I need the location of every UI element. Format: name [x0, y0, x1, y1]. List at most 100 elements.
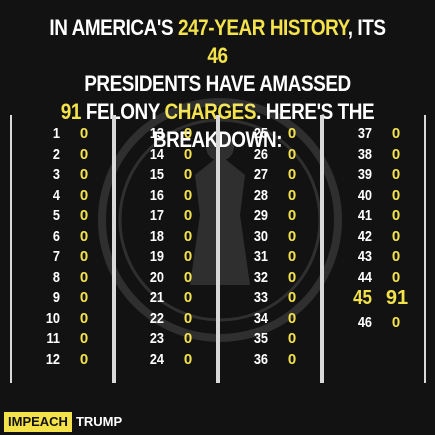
felony-charges-value: 0: [287, 330, 297, 347]
president-number: 18: [149, 227, 164, 245]
presidents-table: 1 0 2 0 3 0 4 0 5 0 6 0 7 0 8 0 9 0 10 0 11 0 12 0 13 0 14 0 15 0 16 0 1…: [10, 115, 426, 385]
president-number: 27: [253, 166, 268, 183]
table-row: 19 0: [116, 248, 216, 268]
felony-charges-value: 0: [287, 207, 297, 224]
president-number: 42: [357, 227, 372, 245]
table-row: 21 0: [116, 289, 216, 309]
table-row: 23 0: [116, 330, 216, 350]
president-number: 35: [253, 330, 268, 347]
president-number: 21: [149, 289, 164, 306]
president-number: 7: [52, 248, 60, 265]
president-number: 26: [253, 145, 268, 163]
felony-charges-value: 0: [79, 309, 89, 327]
president-number: 6: [52, 227, 60, 245]
headline-highlight: 46: [207, 43, 228, 68]
felony-charges-value: 0: [183, 227, 193, 245]
felony-charges-value: 0: [79, 207, 89, 224]
president-number: 22: [149, 309, 164, 327]
felony-charges-value: 0: [391, 268, 401, 286]
felony-charges-value: 0: [287, 125, 297, 142]
table-row: 10 0: [12, 310, 112, 330]
table-row: 31 0: [220, 248, 320, 268]
president-number: 40: [357, 186, 372, 204]
headline-highlight: 247-YEAR HISTORY: [177, 15, 348, 40]
felony-charges-value: 0: [183, 145, 193, 163]
column-2: 13 0 14 0 15 0 16 0 17 0 18 0 19 0 20 0 21 0 22 0 23 0 24 0: [114, 115, 218, 383]
felony-charges-value: 0: [287, 350, 297, 368]
table-row: 39 0: [324, 166, 424, 186]
president-number: 9: [52, 289, 60, 306]
brand-name: TRUMP: [75, 414, 123, 429]
felony-charges-value: 0: [391, 145, 401, 163]
table-row: 36 0: [220, 351, 320, 371]
felony-charges-value: 0: [79, 289, 89, 306]
column-3: 25 0 26 0 27 0 28 0 29 0 30 0 31 0 32 0 33 0 34 0 35 0 36 0: [218, 115, 322, 383]
felony-charges-value: 91: [385, 287, 409, 309]
president-number: 39: [357, 166, 372, 183]
president-number: 32: [253, 268, 268, 286]
president-number: 34: [253, 309, 268, 327]
felony-charges-value: 0: [287, 227, 297, 245]
table-row: 38 0: [324, 146, 424, 166]
table-row: 45 91: [324, 287, 424, 309]
felony-charges-value: 0: [79, 350, 89, 368]
president-number: 20: [149, 268, 164, 286]
headline-line-2: PRESIDENTS HAVE AMASSED: [39, 70, 396, 98]
president-number: 43: [357, 248, 372, 265]
felony-charges-value: 0: [183, 207, 193, 224]
headline-text: , ITS: [347, 15, 386, 40]
president-number: 3: [52, 166, 60, 183]
felony-charges-value: 0: [287, 166, 297, 183]
table-row: 22 0: [116, 310, 216, 330]
president-number: 31: [253, 248, 268, 265]
table-row: 35 0: [220, 330, 320, 350]
president-number: 4: [52, 186, 60, 204]
table-row: 37 0: [324, 125, 424, 145]
table-row: 33 0: [220, 289, 320, 309]
headline-text: PRESIDENTS HAVE AMASSED: [84, 71, 351, 96]
table-row: 44 0: [324, 269, 424, 289]
table-row: 43 0: [324, 248, 424, 268]
president-number: 44: [357, 268, 372, 286]
president-number: 14: [149, 145, 164, 163]
president-number: 23: [149, 330, 164, 347]
felony-charges-value: 0: [391, 227, 401, 245]
felony-charges-value: 0: [183, 330, 193, 347]
table-row: 42 0: [324, 228, 424, 248]
table-row: 30 0: [220, 228, 320, 248]
felony-charges-value: 0: [79, 166, 89, 183]
headline-highlight: CHARGES: [164, 99, 257, 124]
table-row: 29 0: [220, 207, 320, 227]
felony-charges-value: 0: [391, 166, 401, 183]
table-row: 14 0: [116, 146, 216, 166]
felony-charges-value: 0: [287, 289, 297, 306]
table-row: 40 0: [324, 187, 424, 207]
table-row: 11 0: [12, 330, 112, 350]
column-4: 37 0 38 0 39 0 40 0 41 0 42 0 43 0 44 0 45 91 46 0: [322, 115, 426, 383]
felony-charges-value: 0: [79, 145, 89, 163]
headline: IN AMERICA'S 247-YEAR HISTORY, ITS 46 PR…: [39, 14, 396, 154]
president-number: 8: [52, 268, 60, 286]
president-number: 46: [357, 313, 372, 331]
brand-logo: IMPEACH TRUMP: [4, 412, 122, 432]
president-number: 17: [149, 207, 164, 224]
table-row: 20 0: [116, 269, 216, 289]
president-number: 15: [149, 166, 164, 183]
table-row: 17 0: [116, 207, 216, 227]
table-row: 12 0: [12, 351, 112, 371]
president-number: 30: [253, 227, 268, 245]
table-row: 13 0: [116, 125, 216, 145]
president-number: 12: [45, 350, 60, 368]
table-row: 34 0: [220, 310, 320, 330]
president-number: 41: [357, 207, 372, 224]
headline-text: IN AMERICA'S: [49, 15, 178, 40]
table-row: 15 0: [116, 166, 216, 186]
